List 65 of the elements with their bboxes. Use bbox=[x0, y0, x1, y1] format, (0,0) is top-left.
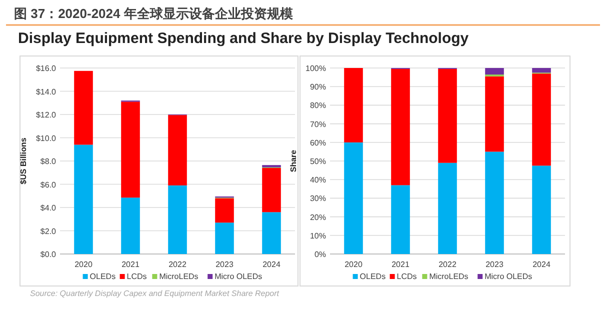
bar bbox=[121, 102, 140, 198]
x-tick-label: 2024 bbox=[262, 260, 281, 269]
y-tick-label: $6.0 bbox=[40, 180, 57, 190]
bar bbox=[532, 68, 551, 73]
y-tick-label: 60% bbox=[310, 138, 326, 148]
y-tick-label: 100% bbox=[306, 64, 326, 73]
legend-label: OLEDs bbox=[90, 272, 116, 281]
x-tick-label: 2023 bbox=[216, 260, 234, 269]
bar bbox=[438, 162, 457, 254]
legend-label: MicroLEDs bbox=[429, 272, 468, 281]
bar bbox=[532, 74, 551, 166]
bar bbox=[74, 144, 93, 254]
y-axis-title: Share bbox=[289, 149, 298, 172]
y-tick-label: 0% bbox=[314, 250, 326, 259]
legend-label: LCDs bbox=[396, 272, 417, 281]
y-tick-label: 30% bbox=[310, 194, 326, 204]
y-tick-label: $8.0 bbox=[40, 157, 57, 166]
y-tick-label: 20% bbox=[310, 212, 326, 222]
y-tick-label: 80% bbox=[310, 101, 326, 110]
y-tick-label: $16.0 bbox=[36, 64, 57, 73]
y-tick-label: $12.0 bbox=[36, 110, 57, 120]
y-tick-label: 90% bbox=[310, 82, 326, 92]
bar bbox=[262, 212, 281, 254]
source-note: Source: Quarterly Display Capex and Equipment Market Share Report bbox=[30, 289, 280, 298]
bar bbox=[74, 70, 93, 145]
bar bbox=[344, 142, 363, 254]
legend-label: LCDs bbox=[126, 272, 147, 281]
x-tick-label: 2021 bbox=[392, 260, 410, 269]
bar bbox=[485, 76, 504, 152]
bar bbox=[438, 68, 457, 163]
bar bbox=[262, 168, 281, 212]
y-tick-label: $2.0 bbox=[40, 226, 57, 236]
y-tick-label: 70% bbox=[310, 120, 326, 129]
bar bbox=[215, 198, 234, 223]
y-tick-label: 50% bbox=[310, 157, 326, 166]
bar bbox=[485, 152, 504, 254]
bar bbox=[391, 68, 410, 186]
x-tick-label: 2022 bbox=[438, 260, 457, 269]
legend-label: OLEDs bbox=[360, 272, 386, 281]
x-tick-label: 2021 bbox=[122, 260, 140, 269]
y-tick-label: $0.0 bbox=[40, 250, 57, 259]
y-tick-label: $14.0 bbox=[36, 87, 57, 96]
x-tick-label: 2023 bbox=[486, 260, 504, 269]
legend-label: Micro OLEDs bbox=[214, 272, 262, 281]
y-tick-label: 10% bbox=[310, 231, 326, 240]
bar bbox=[168, 185, 187, 254]
bar bbox=[168, 115, 187, 186]
bar bbox=[344, 68, 363, 142]
chart-subtitle: Display Equipment Spending and Share by Display Technology bbox=[18, 30, 470, 47]
chart-title: 图 37：2020-2024 年全球显示设备企业投资规模 bbox=[14, 6, 293, 21]
x-tick-label: 2020 bbox=[344, 260, 363, 269]
y-tick-label: $4.0 bbox=[40, 204, 57, 212]
x-tick-label: 2024 bbox=[532, 260, 551, 269]
x-tick-label: 2022 bbox=[168, 260, 187, 269]
bar bbox=[532, 166, 551, 254]
bar bbox=[215, 222, 234, 254]
legend-label: Micro OLEDs bbox=[484, 272, 532, 281]
legend-label: MicroLEDs bbox=[159, 272, 198, 281]
y-tick-label: 40% bbox=[310, 176, 326, 185]
y-tick-label: $10.0 bbox=[36, 134, 57, 143]
bar bbox=[391, 185, 410, 254]
bar bbox=[121, 198, 140, 254]
y-axis-title: $US Billions bbox=[19, 137, 28, 184]
x-tick-label: 2020 bbox=[74, 260, 93, 269]
bar bbox=[485, 68, 504, 75]
